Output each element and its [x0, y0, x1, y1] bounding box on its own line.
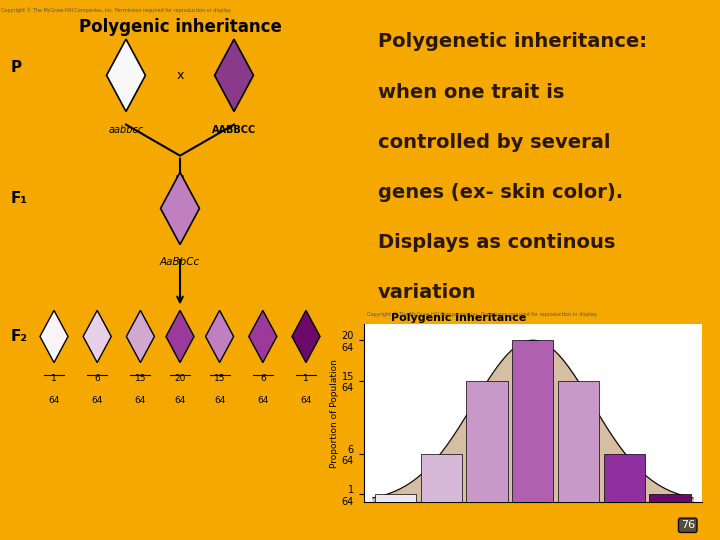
- Text: P: P: [11, 60, 22, 75]
- Text: Copyright © The McGraw-Hill Companies, Inc. Permission required for reproduction: Copyright © The McGraw-Hill Companies, I…: [367, 311, 598, 317]
- Text: genes (ex- skin color).: genes (ex- skin color).: [378, 183, 623, 202]
- Text: Polygenic inheritance: Polygenic inheritance: [78, 18, 282, 36]
- Text: Polygenetic inheritance:: Polygenetic inheritance:: [378, 32, 647, 51]
- Bar: [420, 454, 462, 502]
- Text: F₂: F₂: [11, 329, 28, 344]
- Text: 6: 6: [94, 374, 100, 383]
- Polygon shape: [161, 172, 199, 245]
- Text: 64: 64: [48, 396, 60, 405]
- Polygon shape: [40, 310, 68, 362]
- Text: Polygenic inheritance: Polygenic inheritance: [391, 313, 526, 323]
- Bar: [603, 454, 645, 502]
- Bar: [467, 381, 508, 502]
- Text: 20: 20: [174, 374, 186, 383]
- Text: when one trait is: when one trait is: [378, 83, 564, 102]
- Text: AaBbCc: AaBbCc: [160, 257, 200, 267]
- Text: 64: 64: [214, 396, 225, 405]
- Bar: [649, 494, 690, 502]
- Text: 1: 1: [51, 374, 57, 383]
- Polygon shape: [166, 310, 194, 362]
- Text: 64: 64: [135, 396, 146, 405]
- Polygon shape: [107, 39, 145, 111]
- Polygon shape: [292, 310, 320, 362]
- Text: 64: 64: [300, 396, 312, 405]
- Text: 6: 6: [260, 374, 266, 383]
- Polygon shape: [249, 310, 276, 362]
- Text: Displays as continous: Displays as continous: [378, 233, 616, 252]
- Text: 76: 76: [680, 520, 695, 530]
- Bar: [375, 494, 416, 502]
- Bar: [558, 381, 599, 502]
- Polygon shape: [84, 310, 112, 362]
- Bar: [512, 340, 554, 502]
- Y-axis label: Proportion of Population: Proportion of Population: [330, 359, 338, 468]
- Polygon shape: [127, 310, 154, 362]
- Polygon shape: [206, 310, 233, 362]
- Polygon shape: [215, 39, 253, 111]
- Text: 64: 64: [257, 396, 269, 405]
- Text: Copyright © The McGraw-Hill Companies, Inc. Permission required for reproduction: Copyright © The McGraw-Hill Companies, I…: [1, 8, 231, 13]
- Text: aabbcc: aabbcc: [109, 125, 143, 134]
- Text: F₁: F₁: [11, 191, 28, 206]
- Text: 1: 1: [303, 374, 309, 383]
- Text: AABBCC: AABBCC: [212, 125, 256, 134]
- Text: controlled by several: controlled by several: [378, 133, 611, 152]
- Text: 64: 64: [91, 396, 103, 405]
- Text: 64: 64: [174, 396, 186, 405]
- Text: 15: 15: [214, 374, 225, 383]
- Text: variation: variation: [378, 284, 477, 302]
- Text: 15: 15: [135, 374, 146, 383]
- Text: x: x: [176, 69, 184, 82]
